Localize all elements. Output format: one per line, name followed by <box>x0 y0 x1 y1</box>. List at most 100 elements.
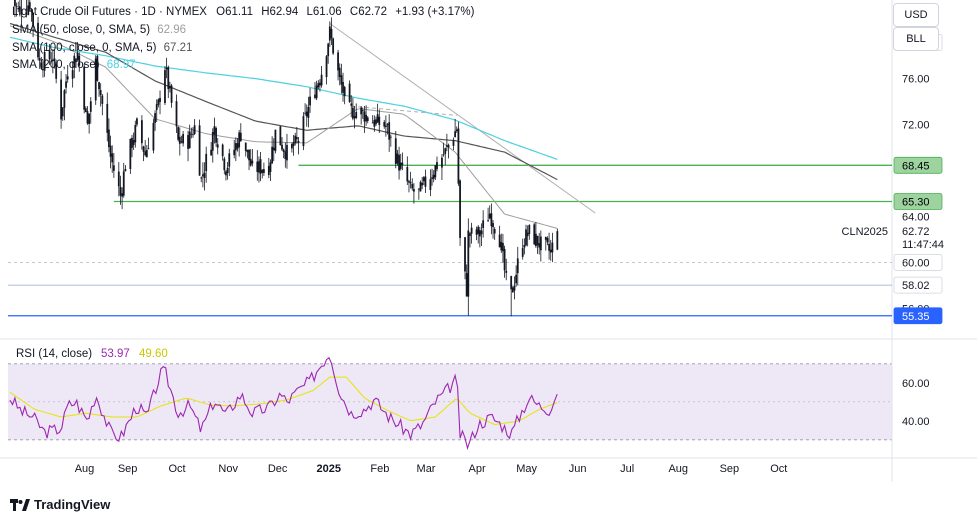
candle[interactable] <box>551 232 554 263</box>
candle[interactable] <box>500 233 503 253</box>
candle[interactable] <box>48 44 51 65</box>
candle[interactable] <box>317 80 320 90</box>
candle[interactable] <box>521 238 524 260</box>
candle[interactable] <box>445 133 448 152</box>
candle[interactable] <box>469 232 471 248</box>
sma200-line[interactable] <box>9 36 558 160</box>
candle[interactable] <box>454 119 457 138</box>
candle[interactable] <box>304 103 306 116</box>
candle[interactable] <box>246 149 249 159</box>
candle[interactable] <box>121 187 124 210</box>
candle[interactable] <box>409 171 412 189</box>
candle[interactable] <box>431 168 433 186</box>
candle[interactable] <box>281 137 283 151</box>
candle[interactable] <box>511 286 514 293</box>
candle[interactable] <box>498 225 501 248</box>
candle[interactable] <box>248 149 250 171</box>
candle[interactable] <box>78 52 81 72</box>
candle[interactable] <box>17 1 20 13</box>
candle[interactable] <box>330 17 333 46</box>
candle[interactable] <box>350 95 353 118</box>
candle[interactable] <box>360 105 363 125</box>
candle[interactable] <box>187 130 189 162</box>
candle[interactable] <box>441 154 443 181</box>
candle[interactable] <box>363 106 366 133</box>
candle[interactable] <box>238 129 241 157</box>
candle[interactable] <box>366 115 369 124</box>
candle[interactable] <box>465 264 468 297</box>
candle[interactable] <box>361 107 364 119</box>
candle[interactable] <box>291 142 293 153</box>
candle[interactable] <box>177 126 180 142</box>
candle[interactable] <box>221 143 224 161</box>
candle[interactable] <box>279 126 282 146</box>
candle[interactable] <box>84 106 87 113</box>
candle[interactable] <box>421 176 424 190</box>
candle[interactable] <box>490 203 493 235</box>
indicator-sma100-legend[interactable]: SMA (100, close, 0, SMA, 5) 67.21 <box>12 42 192 54</box>
candle[interactable] <box>492 220 494 239</box>
candle[interactable] <box>536 235 539 254</box>
candle[interactable] <box>88 113 91 134</box>
candle[interactable] <box>169 81 171 93</box>
candle[interactable] <box>32 11 34 38</box>
candle[interactable] <box>352 97 354 121</box>
candle[interactable] <box>225 170 227 181</box>
candle[interactable] <box>175 94 178 133</box>
candle[interactable] <box>165 57 168 79</box>
candle[interactable] <box>94 55 97 105</box>
candle[interactable] <box>487 207 489 222</box>
candle[interactable] <box>325 55 328 85</box>
candle[interactable] <box>432 170 435 183</box>
candle[interactable] <box>477 225 480 244</box>
sma100-line[interactable] <box>9 22 558 181</box>
candle[interactable] <box>305 104 308 127</box>
candle[interactable] <box>378 109 381 134</box>
candle[interactable] <box>546 236 549 246</box>
candle[interactable] <box>386 122 389 135</box>
candle[interactable] <box>140 115 143 150</box>
candle[interactable] <box>371 115 374 124</box>
candle[interactable] <box>43 46 46 77</box>
candle[interactable] <box>170 83 173 108</box>
candle[interactable] <box>239 123 242 142</box>
candle[interactable] <box>157 98 160 108</box>
candle[interactable] <box>457 121 460 186</box>
candle[interactable] <box>226 162 229 180</box>
candle[interactable] <box>132 132 135 150</box>
candle[interactable] <box>159 90 161 115</box>
candle[interactable] <box>294 132 297 146</box>
candle[interactable] <box>269 159 272 182</box>
candle[interactable] <box>505 258 508 281</box>
candle[interactable] <box>389 134 392 147</box>
candle[interactable] <box>98 81 100 97</box>
candle[interactable] <box>399 153 402 171</box>
candle[interactable] <box>244 142 247 157</box>
candle[interactable] <box>482 210 485 238</box>
candle[interactable] <box>53 49 56 69</box>
candle[interactable] <box>295 126 298 144</box>
candle[interactable] <box>112 153 115 178</box>
candle[interactable] <box>444 147 447 166</box>
candle[interactable] <box>282 148 285 159</box>
candle[interactable] <box>193 119 196 136</box>
candle[interactable] <box>182 130 185 147</box>
candle[interactable] <box>65 74 67 94</box>
candle[interactable] <box>337 49 339 81</box>
candle[interactable] <box>470 222 473 244</box>
candle[interactable] <box>261 168 264 179</box>
candle[interactable] <box>455 126 458 133</box>
candle[interactable] <box>408 179 410 193</box>
candle[interactable] <box>338 63 341 86</box>
candle[interactable] <box>99 83 102 107</box>
candle[interactable] <box>259 151 262 182</box>
candle[interactable] <box>15 2 18 17</box>
candle[interactable] <box>251 149 254 167</box>
price-label-55.35[interactable]: 55.35 <box>893 307 943 325</box>
candle[interactable] <box>343 85 346 105</box>
price-label-60.00[interactable]: 60.00 <box>893 253 943 271</box>
currency-button[interactable]: USD <box>893 3 939 27</box>
candle[interactable] <box>396 149 399 166</box>
candle[interactable] <box>464 236 466 280</box>
candle[interactable] <box>201 162 204 188</box>
